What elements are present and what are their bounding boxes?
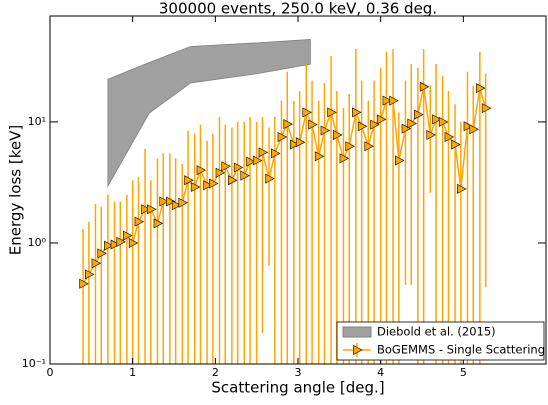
marker [290, 139, 300, 150]
x-tick-label: 4 [377, 366, 384, 379]
plot-area [79, 39, 492, 364]
marker [123, 230, 133, 241]
marker [215, 167, 226, 178]
marker [184, 175, 194, 186]
plot-frame [49, 15, 547, 365]
marker [252, 155, 263, 166]
marker [364, 141, 374, 152]
marker [333, 129, 343, 140]
marker [426, 129, 436, 140]
x-tick-label: 3 [295, 366, 302, 379]
marker [196, 165, 207, 176]
marker [221, 161, 231, 172]
marker [128, 237, 139, 248]
x-axis-label: Scattering angle [deg.] [211, 379, 384, 397]
legend-swatch [342, 326, 372, 338]
legend-swatch [353, 345, 363, 355]
legend-label: BoGEMMS - Single Scattering [377, 343, 545, 357]
y-tick-label: 10⁻¹ [22, 357, 46, 370]
marker [481, 103, 492, 114]
marker [79, 278, 89, 289]
marker [308, 119, 318, 130]
x-tick-label: 1 [129, 366, 136, 379]
marker [463, 121, 474, 132]
marker [320, 125, 331, 136]
marker [370, 119, 380, 130]
marker [476, 83, 486, 94]
marker [110, 239, 121, 250]
marker [153, 218, 164, 229]
marker [451, 139, 461, 150]
marker [246, 156, 256, 167]
marker [209, 178, 219, 189]
marker [240, 170, 250, 181]
marker [302, 107, 312, 118]
y-tick-label: 10¹ [28, 115, 46, 128]
marker [141, 204, 151, 215]
marker [85, 269, 95, 280]
marker [407, 118, 417, 129]
band [107, 39, 311, 188]
marker [233, 162, 244, 173]
x-tick-label: 5 [460, 366, 467, 379]
y-tick-label: 10⁰ [28, 236, 47, 249]
marker [203, 180, 213, 191]
marker [104, 240, 114, 251]
marker [327, 107, 337, 118]
marker [147, 204, 157, 215]
chart-title: 300000 events, 250.0 keV, 0.36 deg. [159, 0, 437, 18]
marker [314, 151, 325, 162]
marker [166, 196, 176, 207]
marker [457, 183, 467, 194]
marker [159, 196, 169, 207]
marker [190, 181, 201, 192]
marker [345, 141, 355, 152]
marker [339, 153, 350, 164]
marker [178, 197, 188, 208]
marker [401, 123, 412, 134]
x-tick-label: 0 [47, 366, 54, 379]
marker [444, 132, 455, 143]
y-axis-label: Energy loss [keV] [7, 125, 25, 255]
marker [469, 124, 479, 135]
x-tick-label: 2 [212, 366, 219, 379]
marker [357, 121, 368, 132]
marker [376, 114, 387, 125]
marker [352, 107, 362, 118]
marker [283, 119, 293, 130]
marker [97, 248, 107, 259]
marker [389, 95, 399, 106]
marker [228, 175, 238, 186]
marker [134, 216, 145, 227]
marker [414, 109, 424, 120]
marker [432, 114, 442, 125]
marker [395, 155, 405, 166]
legend-label: Diebold et al. (2015) [377, 325, 496, 339]
marker [265, 173, 275, 184]
marker [258, 147, 269, 158]
marker [171, 200, 182, 211]
marker [91, 258, 102, 269]
marker [295, 137, 306, 148]
marker [438, 116, 449, 127]
marker [271, 148, 281, 159]
marker [277, 132, 288, 143]
marker [116, 236, 126, 247]
marker [382, 95, 393, 106]
marker [419, 81, 430, 92]
